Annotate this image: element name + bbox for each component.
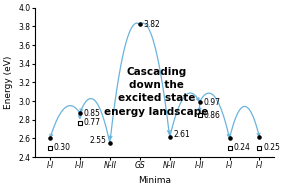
Text: 0.85: 0.85 <box>84 109 100 118</box>
Y-axis label: Energy (eV): Energy (eV) <box>4 56 13 109</box>
Text: 0.25: 0.25 <box>263 143 280 152</box>
Text: 2.55: 2.55 <box>89 136 106 145</box>
Text: Cascading
down the
excited state
energy landscape: Cascading down the excited state energy … <box>104 67 208 117</box>
Text: 2.61: 2.61 <box>174 130 190 139</box>
Text: 0.77: 0.77 <box>84 118 101 127</box>
X-axis label: Minima: Minima <box>138 176 171 185</box>
Text: 0.24: 0.24 <box>233 143 250 152</box>
Text: 0.97: 0.97 <box>203 98 220 107</box>
Text: 0.30: 0.30 <box>54 143 71 152</box>
Text: 3.82: 3.82 <box>144 20 160 29</box>
Text: 0.86: 0.86 <box>203 111 220 120</box>
